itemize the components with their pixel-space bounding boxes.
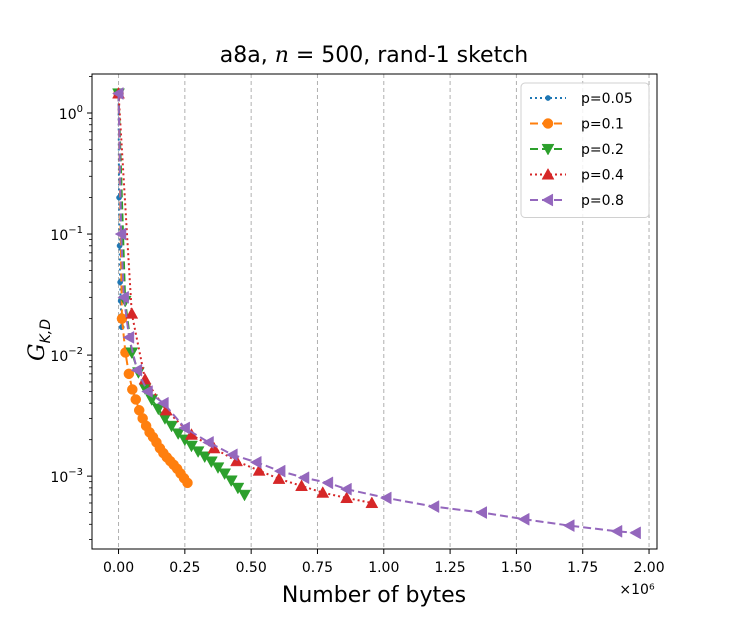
data-point-p-0-8 — [112, 87, 124, 100]
data-point-p-0-8 — [340, 482, 352, 496]
legend-label: p=0.4 — [581, 168, 624, 184]
legend-marker — [541, 167, 555, 180]
chart-title-suffix: = 500, rand-1 sketch — [289, 43, 528, 68]
x-tick-label: 1.25 — [435, 560, 466, 576]
y-axis-label-main: G — [25, 343, 50, 361]
series-layer — [112, 86, 641, 540]
data-point-p-0-1 — [130, 394, 142, 405]
data-point-p-0-4 — [295, 479, 308, 491]
data-point-p-0-8 — [178, 421, 190, 435]
data-point-p-0-8 — [379, 491, 392, 505]
data-point-p-0-4 — [252, 464, 266, 476]
data-point-p-0-8 — [117, 290, 129, 304]
data-point-p-0-8 — [610, 524, 623, 538]
data-point-p-0-4 — [340, 491, 354, 504]
data-point-p-0-8 — [122, 330, 135, 344]
data-point-p-0-8 — [273, 464, 286, 478]
data-point-p-0-8 — [249, 455, 262, 469]
series-p-0-8 — [112, 87, 641, 540]
series-p-0-2 — [112, 88, 251, 502]
x-axis-label: Number of bytes — [282, 583, 466, 608]
series-p-0-05 — [115, 90, 125, 331]
x-axis-offset-label: ×10⁶ — [619, 582, 655, 598]
legend-box — [520, 82, 650, 218]
legend-marker — [541, 193, 554, 207]
legend-item-p-0-1: p=0.1 — [530, 117, 624, 133]
series-line-p-0-1 — [117, 93, 189, 484]
data-point-p-0-2 — [231, 482, 245, 495]
legend-marker — [545, 95, 551, 101]
series-line-p-0-8 — [117, 93, 636, 534]
data-point-p-0-4 — [272, 472, 286, 484]
data-point-p-0-8 — [321, 476, 334, 490]
data-point-p-0-2 — [165, 420, 179, 433]
chart-title-var: n — [275, 43, 289, 68]
data-point-p-0-8 — [297, 471, 310, 485]
data-point-p-0-8 — [475, 506, 487, 519]
x-tick-label: 0.25 — [169, 560, 200, 576]
legend-item-p-0-4: p=0.4 — [530, 168, 624, 184]
data-point-p-0-2 — [171, 428, 185, 441]
data-point-p-0-8 — [517, 512, 530, 526]
data-point-p-0-2 — [151, 403, 165, 416]
x-tick-label: 1.75 — [567, 560, 598, 576]
legend-item-p-0-8: p=0.8 — [530, 193, 624, 209]
plot-frame — [91, 73, 658, 550]
x-tick-label: 1.00 — [368, 560, 399, 576]
x-axis-ticks: 0.00 0.25 0.50 0.75 1.00 1.25 1.50 1.75 2.00 — [103, 549, 665, 576]
legend-marker — [542, 118, 554, 129]
legend-marker — [541, 143, 555, 156]
data-point-p-0-4 — [316, 486, 330, 498]
x-tick-label: 1.50 — [501, 560, 532, 576]
y-axis-label-sub: K,D — [38, 319, 54, 344]
data-point-p-0-2 — [224, 475, 238, 488]
data-point-p-0-8 — [202, 435, 214, 449]
legend-item-p-0-2: p=0.2 — [530, 142, 624, 158]
data-point-p-0-8 — [629, 526, 641, 540]
y-tick-label: 10−3 — [50, 467, 83, 486]
legend-label: p=0.05 — [581, 91, 633, 107]
data-point-p-0-4 — [365, 496, 379, 509]
data-point-p-0-2 — [211, 462, 225, 474]
x-tick-label: 2.00 — [633, 560, 664, 576]
legend-label: p=0.1 — [581, 117, 624, 133]
data-point-p-0-8 — [130, 363, 143, 377]
y-tick-label: 10−1 — [50, 225, 83, 244]
x-tick-label: 0.50 — [236, 560, 267, 576]
data-point-p-0-2 — [218, 468, 232, 481]
data-point-p-0-8 — [157, 396, 169, 410]
data-point-p-0-8 — [427, 500, 440, 514]
x-tick-label: 0.00 — [103, 560, 134, 576]
data-point-p-0-8 — [141, 385, 153, 398]
x-tick-label: 0.75 — [302, 560, 333, 576]
chart-title-prefix: a8a, — [220, 43, 275, 68]
legend: p=0.05 p=0.1 p=0.2 p=0.4 p=0.8 — [520, 82, 650, 218]
data-point-p-0-8 — [226, 448, 238, 462]
y-axis-label: GK,D — [25, 319, 54, 361]
data-point-p-0-2 — [204, 456, 218, 469]
legend-label: p=0.8 — [581, 193, 624, 209]
data-point-p-0-1 — [182, 477, 193, 489]
data-point-p-0-8 — [114, 227, 127, 241]
chart-title: a8a, n = 500, rand-1 sketch — [220, 43, 529, 68]
data-point-p-0-2 — [238, 489, 251, 502]
y-axis-ticks: 100 10−1 10−2 10−3 — [50, 76, 92, 540]
data-point-p-0-1 — [123, 368, 135, 380]
data-point-p-0-8 — [562, 519, 575, 533]
legend-label: p=0.2 — [581, 142, 624, 158]
y-tick-label: 10−2 — [50, 346, 83, 365]
y-tick-label: 100 — [59, 104, 83, 123]
data-point-p-0-1 — [127, 384, 138, 395]
data-point-p-0-4 — [125, 307, 139, 319]
legend-item-p-0-05: p=0.05 — [530, 91, 633, 107]
